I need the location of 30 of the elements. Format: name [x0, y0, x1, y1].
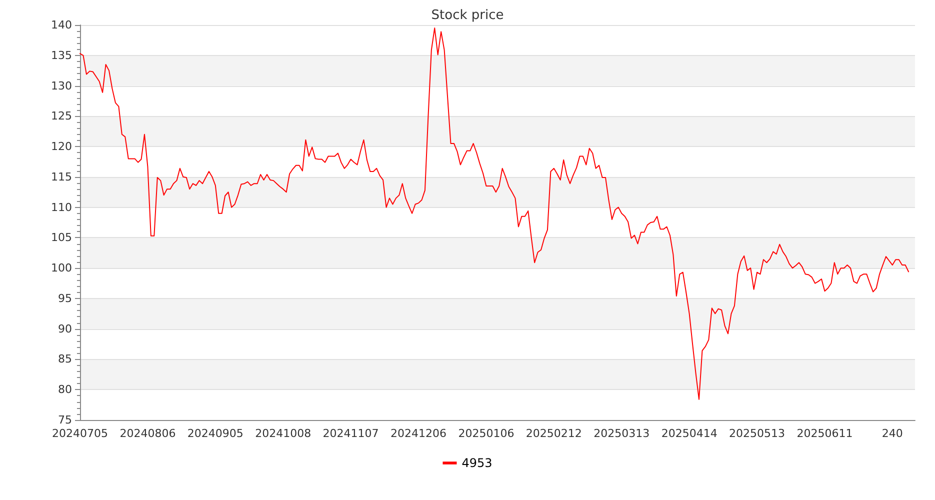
y-tick-label: 115: [51, 170, 72, 184]
x-tick-label: 20240905: [187, 427, 244, 440]
legend-label: 4953: [462, 456, 492, 470]
chart-title: Stock price: [431, 8, 504, 23]
y-tick-label: 75: [58, 414, 72, 426]
x-tick-label: 20250611: [796, 427, 853, 440]
y-tick-label: 135: [51, 48, 72, 62]
x-tick-label: 20241008: [255, 427, 312, 440]
y-tick-label: 80: [58, 383, 72, 396]
y-tick-label: 105: [51, 231, 72, 244]
y-tick-label: 85: [58, 352, 72, 366]
x-tick-label: 20250414: [661, 427, 718, 440]
y-tick-label: 120: [51, 140, 72, 154]
y-tick-label: 130: [51, 79, 72, 92]
line-series: [80, 28, 910, 400]
x-tick-label: 240: [882, 427, 903, 440]
y-tick-label: 110: [51, 200, 72, 214]
x-tick-label: 20250212: [526, 427, 582, 440]
x-tick-label: 20250106: [458, 427, 514, 440]
y-tick-label: 140: [51, 18, 72, 32]
y-tick-label: 100: [51, 262, 72, 275]
y-tick-label: 95: [58, 292, 72, 305]
x-tick-label: 20240705: [52, 427, 108, 440]
y-tick-label: 90: [58, 322, 72, 336]
y-tick-label: 125: [51, 110, 72, 123]
x-tick-label: 20241107: [322, 427, 379, 440]
x-tick-label: 20250313: [594, 427, 650, 440]
x-tick-label: 20241206: [390, 427, 447, 440]
x-tick-label: 20250513: [729, 427, 786, 440]
x-tick-label: 20240806: [120, 427, 176, 440]
